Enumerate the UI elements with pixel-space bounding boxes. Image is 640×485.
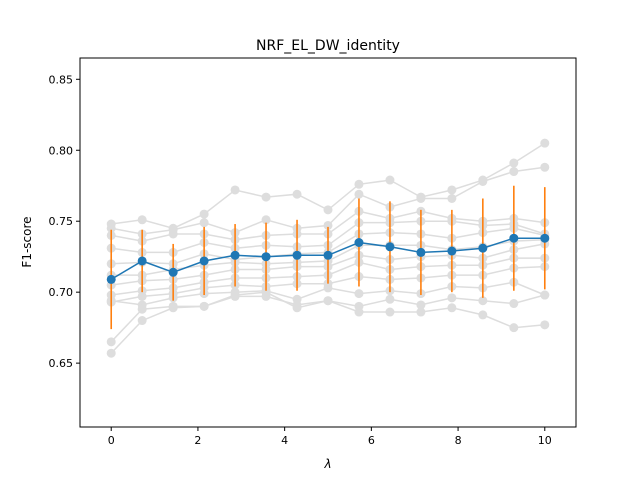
mean-series-point [230,250,240,260]
background-series-point [261,215,271,225]
y-axis-label: F1-score [20,216,34,267]
background-series-point [168,229,178,239]
background-series-point [447,185,457,195]
background-series-point [354,289,364,299]
mean-series-point [199,256,209,266]
background-series-point [106,348,116,358]
mean-series-point [261,252,271,262]
background-series-point [540,138,550,148]
plot-area [106,138,550,358]
background-series-point [447,303,457,313]
background-series-point [199,209,209,219]
x-tick-label: 2 [194,434,201,447]
background-series-point [137,291,147,301]
mean-series-point [478,243,488,253]
mean-series-point [106,274,116,284]
x-axis-label: λ [323,457,331,471]
background-series-point [199,218,209,228]
background-series-point [137,304,147,314]
x-tick-label: 6 [368,434,375,447]
y-axis-ticks: 0.65 0.70 0.75 0.80 0.85 [49,73,80,370]
background-series-point [230,185,240,195]
background-series-point [509,323,519,333]
background-series-point [416,194,426,204]
background-series-point [323,220,333,230]
background-series-point [447,194,457,204]
mean-series-point [292,250,302,260]
mean-series-point [354,238,364,247]
background-series-point [509,167,519,177]
background-series-point [261,192,271,202]
background-series-point [323,283,333,293]
y-tick-label: 0.70 [49,286,74,299]
background-series-point [385,175,395,185]
background-series-point [509,158,519,168]
background-series-point [230,290,240,300]
background-series-point [292,303,302,313]
mean-series-point [416,247,426,257]
chart-title: NRF_EL_DW_identity [256,38,400,54]
x-tick-label: 8 [455,434,462,447]
background-series-point [540,162,550,172]
background-series-point [354,307,364,317]
background-series-point [385,307,395,317]
background-series-point [261,287,271,297]
y-tick-label: 0.75 [49,215,74,228]
mean-series-point [509,233,519,243]
y-tick-label: 0.80 [49,144,74,157]
background-series-point [137,215,147,225]
mean-series-point [447,246,457,256]
background-series-point [416,307,426,317]
background-series-point [354,189,364,199]
y-tick-label: 0.85 [49,73,74,86]
background-series-point [323,205,333,215]
background-series-point [478,176,488,186]
background-series-point [478,296,488,306]
background-series-point [168,303,178,313]
mean-series-point [137,256,147,266]
x-tick-label: 0 [108,434,115,447]
background-series-point [447,293,457,303]
background-series-point [106,223,116,233]
background-series-point [385,294,395,304]
mean-series-point [385,242,395,252]
background-series-point [540,320,550,330]
background-series-point [199,301,209,311]
y-tick-label: 0.65 [49,357,74,370]
background-series-point [292,189,302,199]
background-series-point [137,316,147,326]
background-series-point [416,300,426,310]
x-tick-label: 4 [281,434,288,447]
background-series-point [478,310,488,320]
background-series-point [509,299,519,309]
background-series-point [540,290,550,300]
mean-series-point [323,250,333,260]
mean-series-point [540,233,550,243]
background-series-point [354,179,364,189]
background-series-point [106,337,116,347]
mean-series-point [168,267,178,277]
x-axis-ticks: 0 2 4 6 8 10 [108,427,552,447]
background-series-point [323,296,333,306]
plot-frame [79,57,577,428]
x-tick-label: 10 [538,434,552,447]
